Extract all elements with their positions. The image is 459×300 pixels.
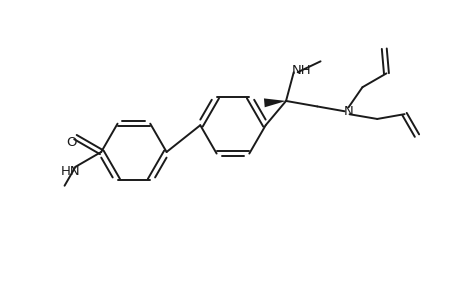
Text: HN: HN <box>61 165 80 178</box>
Text: N: N <box>343 105 353 118</box>
Text: NH: NH <box>291 64 311 77</box>
Text: O: O <box>66 136 77 148</box>
Polygon shape <box>263 98 285 107</box>
